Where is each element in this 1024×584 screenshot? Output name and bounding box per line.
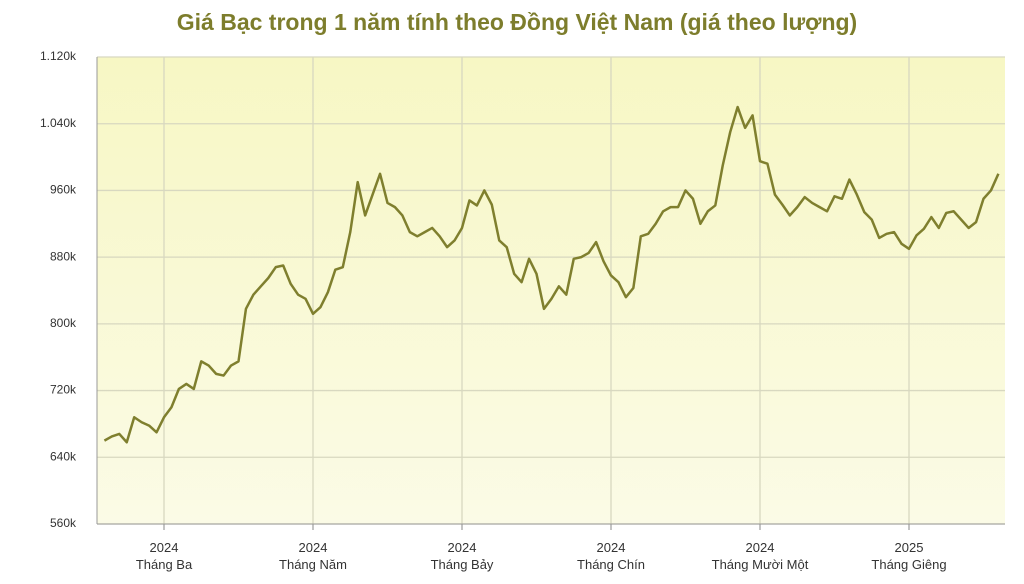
plot-area [97, 57, 1005, 524]
x-tick-label: 2024 Tháng Ba [135, 540, 193, 572]
series-line [103, 105, 1000, 444]
y-tick-label: 960k [50, 183, 77, 197]
y-tick-label: 720k [50, 383, 77, 397]
y-tick-label: 640k [50, 449, 77, 463]
x-tick-label: 2024 Tháng Mười Một [711, 540, 809, 572]
x-tick-label: 2024 Tháng Chín [577, 540, 645, 572]
y-tick-label: 880k [50, 249, 77, 263]
x-tick-label: 2024 Tháng Bảy [430, 540, 494, 572]
x-tick-label: 2025 Tháng Giêng [871, 540, 947, 572]
chart-title: Giá Bạc trong 1 năm tính theo Đồng Việt … [177, 9, 857, 35]
y-tick-label: 800k [50, 316, 77, 330]
y-tick-label: 1.040k [40, 116, 77, 130]
y-tick-label: 560k [50, 516, 77, 530]
x-tick-label: 2024 Tháng Năm [279, 540, 347, 572]
y-tick-label: 1.120k [40, 49, 77, 63]
